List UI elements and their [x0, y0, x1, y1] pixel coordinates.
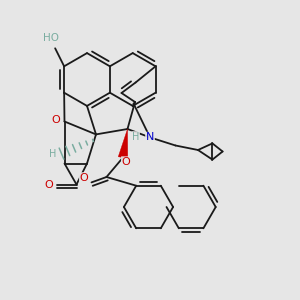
Text: O: O — [44, 179, 53, 190]
Polygon shape — [118, 129, 128, 158]
Text: HO: HO — [43, 33, 58, 43]
Text: H: H — [50, 148, 57, 159]
Text: O: O — [122, 157, 130, 167]
Text: O: O — [51, 115, 60, 125]
Text: N: N — [146, 132, 154, 142]
Text: O: O — [80, 173, 88, 183]
Text: H: H — [132, 132, 139, 142]
